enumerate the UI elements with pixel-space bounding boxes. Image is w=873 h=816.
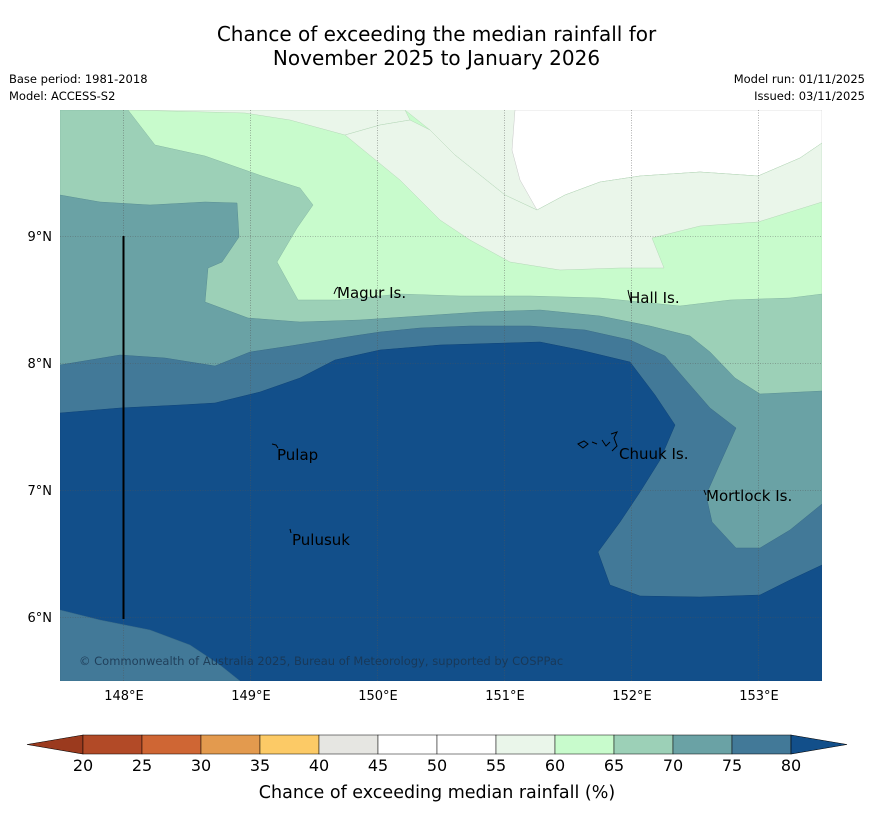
island-pulap-shape	[271, 443, 279, 449]
place-label-chuuk: Chuuk Is.	[619, 445, 688, 463]
islands	[271, 286, 707, 534]
contour-55-60-pocket	[344, 119, 822, 271]
colorbar-segment-35-40	[259, 734, 320, 755]
colorbar-tick: 65	[604, 756, 624, 775]
colorbar-segment-60-65	[554, 734, 615, 755]
lon-label: 152°E	[612, 689, 652, 704]
title-line-1: Chance of exceeding the median rainfall …	[216, 22, 657, 46]
gridlines	[60, 110, 822, 681]
colorbar-tick: 75	[722, 756, 742, 775]
lon-labels: 148°E 149°E 150°E 151°E 152°E 153°E	[104, 689, 779, 704]
issued-text: Issued: 03/11/2025	[754, 89, 865, 103]
place-label-pulusuk: Pulusuk	[292, 531, 350, 549]
colorbar-over-arrow	[790, 734, 848, 755]
lon-label: 151°E	[485, 689, 525, 704]
colorbar	[26, 734, 848, 755]
lon-label: 153°E	[739, 689, 779, 704]
lat-label: 8°N	[28, 357, 53, 372]
colorbar-segment-70-75	[672, 734, 733, 755]
model-text: Model: ACCESS-S2	[9, 89, 116, 103]
colorbar-ticks: 20 25 30 35 40 45 50 55 60 65 70 75 80	[73, 756, 801, 775]
place-label-magur: Magur Is.	[337, 284, 406, 302]
lat-label: 6°N	[28, 611, 53, 626]
place-label-mortlock: Mortlock Is.	[706, 487, 792, 505]
lat-label: 9°N	[28, 230, 53, 245]
base-period-text: Base period: 1981-2018	[9, 72, 148, 86]
island-hall-shape	[627, 289, 632, 303]
lon-label: 148°E	[104, 689, 144, 704]
colorbar-tick: 40	[309, 756, 329, 775]
colorbar-tick: 45	[368, 756, 388, 775]
copyright-text: © Commonwealth of Australia 2025, Bureau…	[79, 654, 563, 668]
place-labels: Magur Is. Hall Is. Pulap Chuuk Is. Mortl…	[277, 284, 792, 549]
colorbar-tick: 20	[73, 756, 93, 775]
contour-75-80-corner	[60, 609, 241, 681]
lat-label: 7°N	[28, 484, 53, 499]
colorbar-segment-50-55	[436, 734, 497, 755]
island-mortlock-shape	[703, 489, 707, 496]
model-run-text: Model run: 01/11/2025	[733, 72, 865, 86]
colorbar-tick: 50	[427, 756, 447, 775]
place-label-hall: Hall Is.	[629, 289, 680, 307]
colorbar-segment-75-80	[731, 734, 792, 755]
lon-label: 150°E	[358, 689, 398, 704]
place-label-pulap: Pulap	[277, 446, 318, 464]
contour-map	[60, 110, 822, 681]
island-magur-shape	[333, 286, 339, 295]
colorbar-tick: 30	[191, 756, 211, 775]
colorbar-segment-45-50	[377, 734, 438, 755]
colorbar-tick: 70	[663, 756, 683, 775]
chart-title: Chance of exceeding the median rainfall …	[0, 22, 873, 70]
contour-over-80	[60, 341, 822, 681]
island-chuuk-shape	[577, 431, 618, 452]
lat-labels: 9°N 8°N 7°N 6°N	[28, 230, 53, 626]
colorbar-tick: 35	[250, 756, 270, 775]
colorbar-tick: 25	[132, 756, 152, 775]
meta-right: Model run: 01/11/2025 Issued: 03/11/2025	[734, 71, 865, 105]
colorbar-tick: 80	[781, 756, 801, 775]
meta-left: Base period: 1981-2018 Model: ACCESS-S2	[9, 71, 148, 105]
colorbar-under-arrow	[26, 734, 84, 755]
colorbar-label: Chance of exceeding median rainfall (%)	[259, 783, 615, 803]
title-line-2: November 2025 to January 2026	[272, 46, 601, 70]
colorbar-segment-20-25	[82, 734, 143, 755]
lon-label: 149°E	[231, 689, 271, 704]
colorbar-segment-40-45	[318, 734, 379, 755]
colorbar-segment-65-70	[613, 734, 674, 755]
colorbar-segment-30-35	[200, 734, 261, 755]
island-pulusuk-shape	[289, 528, 292, 534]
colorbar-segment-25-30	[141, 734, 202, 755]
colorbar-tick: 55	[486, 756, 506, 775]
colorbar-segment-55-60	[495, 734, 556, 755]
colorbar-tick: 60	[545, 756, 565, 775]
